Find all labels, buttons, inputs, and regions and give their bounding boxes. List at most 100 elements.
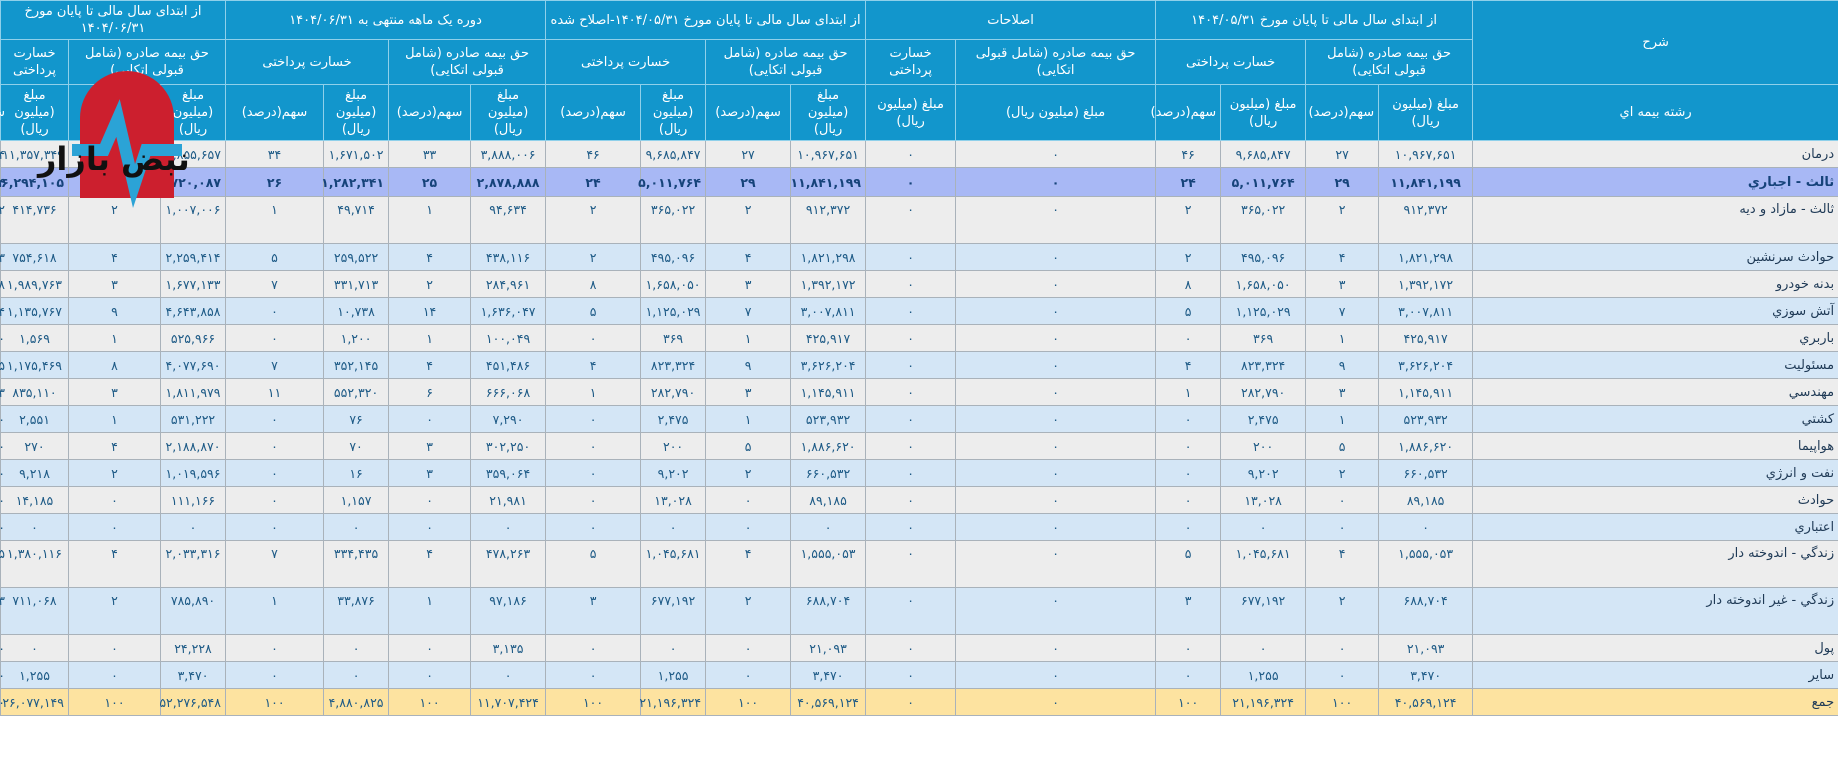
s1-claims-share: ۲۴: [1155, 167, 1222, 197]
s4-claims-share: ۳۴: [224, 140, 325, 168]
adj-claims-amount: ۰: [865, 432, 957, 460]
s3-claims-amount: ۵,۰۱۱,۷۶۴: [638, 167, 707, 197]
s3-premium-share: ۱۰۰: [705, 688, 792, 716]
s3-claims-share: ۰: [545, 324, 642, 352]
section-header-1: از ابتدای سال مالی تا پایان مورخ ۱۴۰۴/۰۵…: [1155, 0, 1474, 40]
s1-claims-share: ۱: [1155, 378, 1222, 406]
row-label: مسئوليت: [1472, 351, 1838, 379]
s4-premium-share: ۴: [388, 351, 472, 379]
s1-claims-amount: ۳۶۵,۰۲۲: [1220, 196, 1307, 244]
s4-premium-amount: ۲۸۴,۹۶۱: [470, 270, 547, 298]
s1-claims-amount: ۱,۶۵۸,۰۵۰: [1220, 270, 1307, 298]
s4-claims-amount: ۱,۲۰۰: [323, 324, 390, 352]
s4-premium-share: ۶: [388, 378, 472, 406]
s3-claims-amount: ۰: [640, 513, 707, 541]
s5-premium-share: ۸: [68, 351, 161, 379]
s1-claims-amount: ۰: [1220, 634, 1307, 662]
s1-claims-amount: ۹,۲۰۲: [1220, 459, 1307, 487]
s3-premium-amount: ۶۸۸,۷۰۴: [790, 587, 867, 635]
premium-group-header: حق بیمه صادره (شامل قبولی اتکایی): [68, 39, 226, 85]
s3-claims-share: ۰: [545, 405, 642, 433]
s4-claims-amount: ۱,۱۵۷: [323, 486, 390, 514]
s1-premium-share: ۷: [1305, 297, 1380, 325]
s1-premium-share: ۲۷: [1305, 140, 1380, 168]
s1-claims-share: ۳: [1155, 587, 1222, 635]
s3-premium-amount: ۱,۳۹۲,۱۷۲: [790, 270, 867, 298]
row-label: باربري: [1472, 324, 1838, 352]
table-body: درمان ۱۰,۹۶۷,۶۵۱ ۲۷ ۹,۶۸۵,۸۴۷ ۴۶ ۰ ۰ ۱۰,۹۶۷,۶۵۱…: [0, 140, 1838, 716]
col-share: سهم(درصد): [705, 84, 792, 141]
col-amount: مبلغ (میلیون ریال): [0, 84, 69, 141]
table-row: بدنه خودرو ۱,۳۹۲,۱۷۲ ۳ ۱,۶۵۸,۰۵۰ ۸ ۰ ۰ ۱,۳۹۲,۱۷…: [0, 270, 1838, 298]
s5-premium-share: ۰: [68, 513, 161, 541]
section-header-4: دوره یک ماهه منتهی به ۱۴۰۴/۰۶/۳۱: [224, 0, 547, 40]
s4-claims-amount: ۲۵۹,۵۲۲: [323, 243, 390, 271]
s1-claims-share: ۰: [1155, 459, 1222, 487]
s5-claims-amount: ۱,۹۸۹,۷۶۳: [0, 270, 69, 298]
s4-premium-share: ۳۳: [388, 140, 472, 168]
s4-claims-share: ۰: [224, 324, 325, 352]
s1-premium-amount: ۴۲۵,۹۱۷: [1378, 324, 1474, 352]
adj-premium-amount: ۰: [955, 270, 1157, 298]
s4-premium-amount: ۱۱,۷۰۷,۴۲۴: [470, 688, 547, 716]
s4-claims-share: ۰: [224, 661, 325, 689]
adj-premium-amount: ۰: [955, 661, 1157, 689]
row-label: اعتباري: [1472, 513, 1838, 541]
claims-group-header: خسارت پرداختی: [1155, 39, 1307, 85]
s1-premium-share: ۰: [1305, 661, 1380, 689]
s4-claims-share: ۵: [224, 243, 325, 271]
s1-claims-share: ۰: [1155, 432, 1222, 460]
s1-premium-share: ۱: [1305, 324, 1380, 352]
s5-premium-amount: ۷۸۵,۸۹۰: [160, 587, 226, 635]
s3-claims-share: ۴: [545, 351, 642, 379]
s5-premium-share: ۲: [68, 196, 161, 244]
s1-claims-share: ۰: [1155, 513, 1222, 541]
s4-premium-amount: ۶۶۶,۰۶۸: [470, 378, 547, 406]
col-share: سهم(درصد): [224, 84, 325, 141]
s4-claims-amount: ۳۳۴,۴۳۵: [323, 540, 390, 588]
s4-premium-amount: ۰: [470, 661, 547, 689]
adj-premium-amount: ۰: [955, 167, 1157, 197]
adj-premium-amount: ۰: [955, 540, 1157, 588]
s5-premium-share: ۳: [68, 378, 161, 406]
s3-premium-share: ۲۹: [705, 167, 792, 197]
adj-claims-amount: ۰: [865, 378, 957, 406]
s1-premium-amount: ۱۱,۸۴۱,۱۹۹: [1378, 167, 1474, 197]
s5-premium-share: ۴: [68, 432, 161, 460]
adj-premium-amount: ۰: [955, 351, 1157, 379]
s4-premium-amount: ۹۴,۶۳۴: [470, 196, 547, 244]
s4-claims-amount: ۷۶: [323, 405, 390, 433]
s5-premium-amount: ۵۲,۲۷۶,۵۴۸: [159, 688, 226, 716]
col-amount: مبلغ (میلیون ریال): [790, 84, 867, 141]
s3-claims-share: ۵: [545, 540, 642, 588]
s4-premium-share: ۰: [388, 634, 472, 662]
s4-claims-share: ۰: [224, 432, 325, 460]
s1-premium-amount: ۲۱,۰۹۳: [1378, 634, 1474, 662]
s1-claims-amount: ۲۱,۱۹۶,۳۲۴: [1220, 688, 1307, 716]
table-row: زندگي - اندوخته دار ۱,۵۵۵,۰۵۳ ۴ ۱,۰۴۵,۶۸۱ ۵ ۰…: [0, 540, 1838, 588]
s5-claims-amount: ۲,۵۵۱: [0, 405, 69, 433]
s4-claims-share: ۰: [224, 405, 325, 433]
s1-claims-amount: ۰: [1220, 513, 1307, 541]
s3-claims-amount: ۶۷۷,۱۹۲: [640, 587, 707, 635]
adj-claims-amount: ۰: [865, 459, 957, 487]
s1-claims-amount: ۱۳,۰۲۸: [1220, 486, 1307, 514]
adj-claims-amount: ۰: [865, 486, 957, 514]
s3-claims-share: ۲: [545, 243, 642, 271]
s3-premium-amount: ۸۹,۱۸۵: [790, 486, 867, 514]
s5-premium-amount: ۲,۱۸۸,۸۷۰: [160, 432, 226, 460]
s3-premium-amount: ۱,۸۸۶,۶۲۰: [790, 432, 867, 460]
s4-premium-share: ۳: [388, 459, 472, 487]
s1-claims-amount: ۲۸۲,۷۹۰: [1220, 378, 1307, 406]
s1-premium-share: ۱: [1305, 405, 1380, 433]
s5-premium-amount: ۱,۶۷۷,۱۳۳: [160, 270, 226, 298]
s5-premium-share: ۱: [68, 405, 161, 433]
adj-premium-amount: ۰: [955, 486, 1157, 514]
row-label: ثالث - مازاد و ديه: [1472, 196, 1838, 244]
adj-claims-amount: ۰: [865, 587, 957, 635]
s1-claims-amount: ۳۶۹: [1220, 324, 1307, 352]
s5-premium-amount: ۱,۸۱۱,۹۷۹: [160, 378, 226, 406]
s4-claims-amount: ۱,۶۷۱,۵۰۲: [323, 140, 390, 168]
s3-premium-amount: ۱۰,۹۶۷,۶۵۱: [790, 140, 867, 168]
col-share: سهم(درصد): [1305, 84, 1380, 141]
